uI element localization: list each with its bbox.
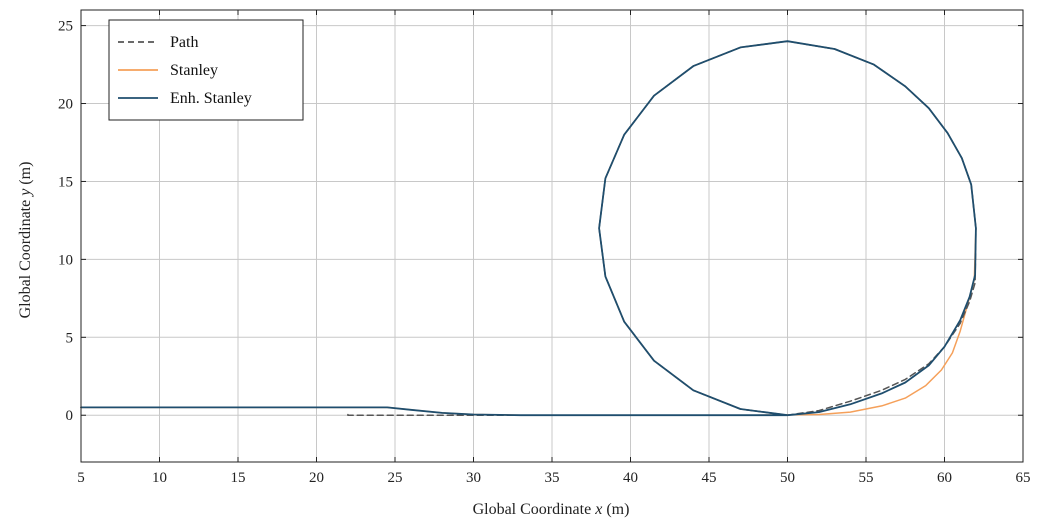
x-tick-label: 55 bbox=[859, 470, 874, 486]
x-tick-label: 35 bbox=[545, 470, 560, 486]
x-tick-label: 60 bbox=[937, 470, 952, 486]
y-tick-label: 20 bbox=[58, 97, 73, 113]
x-tick-label: 15 bbox=[231, 470, 246, 486]
y-tick-label: 5 bbox=[66, 330, 74, 346]
y-tick-label: 0 bbox=[66, 408, 74, 424]
x-tick-label: 10 bbox=[152, 470, 167, 486]
x-tick-label: 45 bbox=[702, 470, 717, 486]
x-tick-label: 20 bbox=[309, 470, 324, 486]
ticks bbox=[80, 10, 1024, 462]
legend: Path Stanley Enh. Stanley bbox=[108, 19, 304, 121]
series-layer bbox=[80, 40, 977, 417]
tick-labels: 5 10 15 20 25 30 35 40 45 50 55 60 65 0 5 10 15 20 25 bbox=[58, 19, 1031, 486]
y-tick-label: 10 bbox=[58, 252, 73, 268]
x-tick-label: 30 bbox=[466, 470, 481, 486]
y-tick-label: 25 bbox=[58, 19, 73, 35]
x-tick-label: 25 bbox=[388, 470, 403, 486]
y-tick-label: 15 bbox=[58, 174, 73, 190]
series-enh-stanley-line bbox=[80, 40, 977, 417]
x-tick-label: 5 bbox=[77, 470, 85, 486]
x-tick-label: 50 bbox=[780, 470, 795, 486]
series-path-line bbox=[347, 40, 977, 416]
legend-label: Stanley bbox=[170, 62, 218, 79]
y-axis-label: Global Coordinate y (m) bbox=[17, 162, 34, 319]
legend-label: Path bbox=[170, 34, 198, 51]
x-tick-label: 65 bbox=[1016, 470, 1031, 486]
legend-label: Enh. Stanley bbox=[170, 90, 252, 107]
x-tick-label: 40 bbox=[623, 470, 638, 486]
x-axis-label: Global Coordinate x (m) bbox=[473, 501, 630, 518]
